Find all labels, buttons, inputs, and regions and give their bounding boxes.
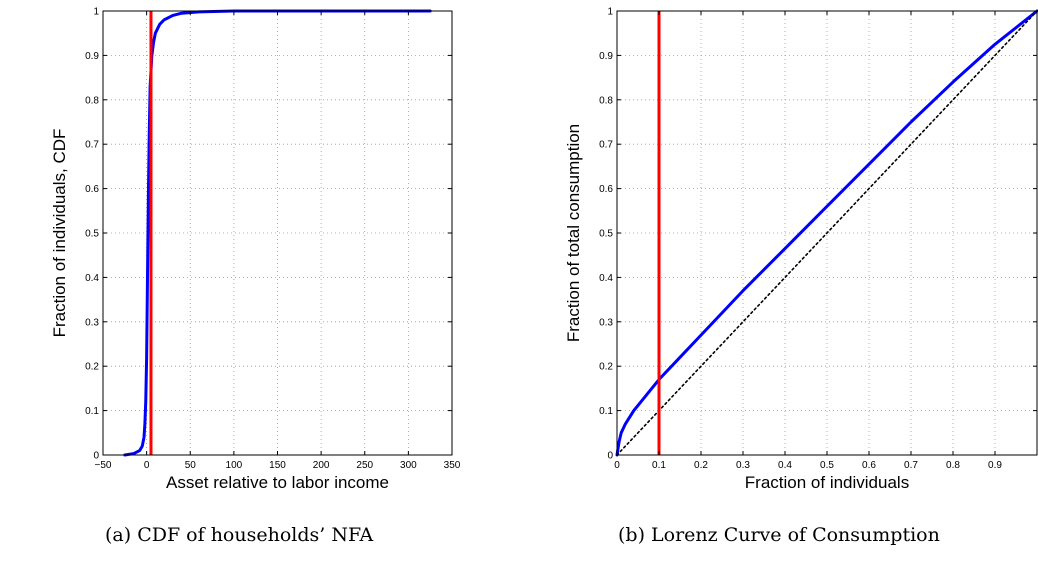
chart-a-ytick-label: 0.2 [85,362,99,373]
chart-a-ytick-label: 0.9 [85,51,99,62]
chart-b-ytick-label: 0.1 [599,406,613,417]
chart-b: 0 0.1 0.2 0.3 0.4 0.5 0.6 0.7 0.8 0.9 0 0.1 0.2 0.3 0.… [564,7,1038,492]
chart-a-ytick-label: 0 [93,451,99,462]
chart-a-ytick-label: 0.5 [85,229,99,240]
chart-a-ytick-label: 0.7 [85,140,99,151]
chart-a-ytick-label: 1 [93,7,99,18]
chart-b-xtick-label: 0.5 [820,460,834,471]
chart-a: −50 0 50 100 150 200 250 300 35000.10.20.30.40.5… [50,7,461,493]
chart-b-xtick-label: 0.7 [904,460,918,471]
chart-b-xtick-label: 0.6 [862,460,876,471]
chart-a-xtick-label: 250 [356,460,373,471]
chart-a-xtick-label: 100 [226,460,243,471]
chart-b-xtick-label: 0.2 [694,460,708,471]
chart-a-xtick-label: 0 [144,460,150,471]
chart-b-ytick-label: 0.4 [599,273,613,284]
chart-b-ytick-label: 0.3 [599,317,613,328]
chart-b-xtick-label: 0.9 [988,460,1002,471]
chart-a-xtick-label: 150 [269,460,286,471]
chart-b-ytick-label: 1 [607,7,613,18]
chart-a-xtick-label: 50 [185,460,197,471]
chart-b-xtick-label: 0.3 [736,460,750,471]
caption-a: (a) CDF of households’ NFA [105,524,374,546]
chart-a-xtick-label: 300 [400,460,417,471]
chart-a-xtick-label: −50 [95,460,112,471]
chart-a-series-line [123,9,432,457]
chart-b-ytick-label: 0 [607,451,613,462]
chart-b-ytick-label: 0.6 [599,184,613,195]
chart-b-ylabel: Fraction of total consumption [564,124,583,342]
chart-a-ytick-label: 0.3 [85,317,99,328]
chart-b-xtick-label: 0.4 [778,460,792,471]
chart-b-xtick-label: 0.8 [946,460,960,471]
chart-b-ytick-label: 0.7 [599,140,613,151]
chart-b-xtick-label: 0.1 [652,460,666,471]
chart-b-series-line [615,9,1038,457]
chart-b-ytick-label: 0.5 [599,229,613,240]
chart-a-ytick-label: 0.1 [85,406,99,417]
chart-b-ytick-label: 0.9 [599,51,613,62]
chart-a-xtick-label: 350 [444,460,461,471]
chart-a-xlabel: Asset relative to labor income [166,473,389,492]
chart-b-xtick-label: 0 [614,460,620,471]
chart-a-ytick-label: 0.4 [85,273,99,284]
chart-a-ytick-label: 0.6 [85,184,99,195]
chart-b-xlabel: Fraction of individuals [745,473,909,492]
caption-b: (b) Lorenz Curve of Consumption [618,524,940,546]
chart-b-equality-line [616,10,1038,456]
chart-b-ytick-label: 0.8 [599,95,613,106]
chart-b-ytick-label: 0.2 [599,362,613,373]
chart-a-ylabel: Fraction of individuals, CDF [50,129,69,338]
chart-a-xtick-label: 200 [313,460,330,471]
chart-a-ytick-label: 0.8 [85,95,99,106]
